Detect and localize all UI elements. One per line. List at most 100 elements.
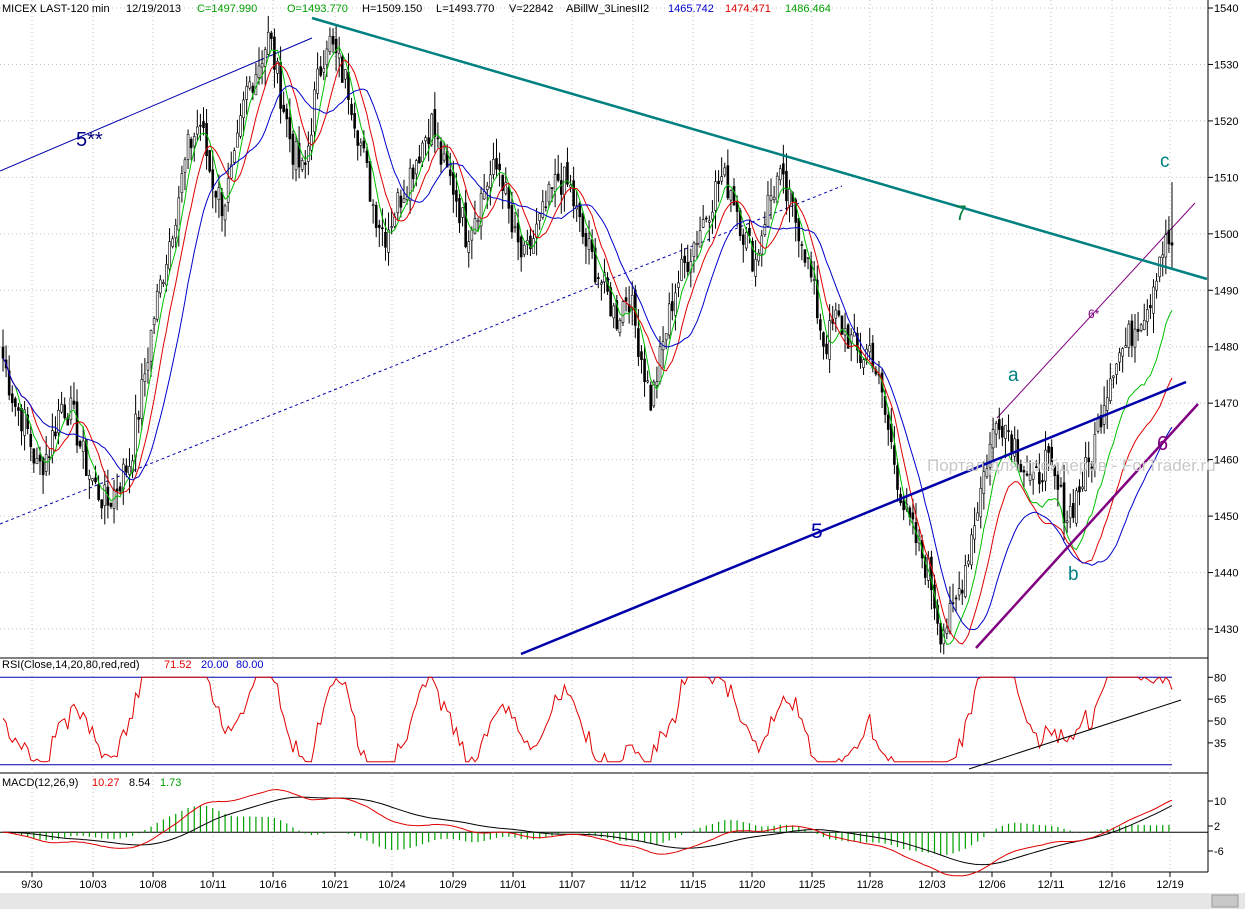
candle [559,162,563,214]
candle [118,482,122,495]
candle [168,228,171,273]
macd-histogram-bar [1094,831,1096,833]
candle-body-up [177,197,181,231]
candle-body-up [1068,506,1072,519]
candle-body-up [149,330,153,362]
candle-body-up [982,471,986,494]
candle-body-down [211,169,215,190]
macd-histogram-bar [495,832,498,838]
candle-body-up [196,126,199,135]
candle-body-down [362,140,366,149]
candle [556,154,560,183]
candle [991,417,995,461]
macd-histogram-bar [403,832,405,850]
candle-body-down [208,150,211,172]
candle [976,502,979,521]
macd-histogram-bar [619,832,621,841]
candle [1001,417,1004,447]
candle-body-down [624,297,628,302]
candle-body-up [387,229,390,253]
macd-histogram-bar [1069,830,1071,833]
date-tick-label: 12/16 [1098,879,1126,891]
date-tick-label: 12/11 [1038,879,1065,891]
candle-body-down [495,158,498,170]
candle [297,126,301,179]
rsi-header: RSI(Close,14,20,80,red,red) 71.52 20.00 … [2,659,264,671]
candle-body-down [671,301,674,312]
macd-histogram-bar [113,832,115,839]
candle-body-down [634,289,637,326]
macd-histogram-bar [785,824,788,833]
bottom-scrollbar[interactable] [0,893,1245,909]
candle-body-up [134,413,137,458]
candle [368,158,372,202]
macd-histogram-bar [859,832,862,843]
candle-body-up [522,244,526,255]
candle [489,160,492,206]
candle-body-down [785,171,788,202]
date-tick-label: 12/06 [978,879,1006,891]
candle [501,174,504,210]
candle [273,28,276,88]
candle [785,153,788,215]
candle-body-up [1127,323,1131,348]
candle [109,502,113,510]
macd-histogram-bar [1051,825,1053,833]
macd-histogram-bar [156,822,158,833]
rsi-panel: 80 65 50 35 [0,672,1226,770]
candle-body-up [945,627,949,634]
candle-body-down [782,163,785,175]
candle [714,170,717,229]
macd-histogram-bar [514,832,516,838]
candle-body-up [266,31,270,55]
candle-body-down [436,137,440,140]
candle-body-down [273,36,276,70]
candle [967,554,970,568]
candle-body-up [461,207,464,218]
candle-body-up [307,145,310,162]
scrollbar-thumb[interactable] [1211,894,1239,908]
candle-body-up [667,303,671,336]
trendline-6s [996,202,1196,419]
macd-histogram-bar [1137,824,1139,833]
candle-body-up [1112,375,1115,378]
candle [547,181,551,208]
macd-histogram-bar [267,816,269,833]
candle-body-down [365,150,369,163]
macd-histogram-bar [767,826,769,833]
candle [1139,323,1143,333]
candle-body-down [593,247,597,283]
candle-body-up [970,534,973,566]
date-tick-label: 11/01 [500,879,527,891]
candle-body-up [88,475,91,480]
candle [433,92,437,153]
candle-body-down [896,465,899,490]
candle [356,129,360,161]
macd-histogram-bar [107,832,109,839]
macd-histogram-bar [927,832,929,853]
macd-histogram-bar [1075,831,1077,833]
date-tick-label: 11/12 [620,879,647,891]
candle [331,28,335,54]
candle-body-up [424,137,427,142]
candle-body-down [1050,446,1054,466]
candle-body-up [174,224,178,239]
macd-histogram-bar [224,814,226,833]
candle-body-up [470,229,474,241]
candle [615,294,619,331]
candle [1065,510,1069,534]
candle [1025,455,1029,477]
candle-body-down [137,417,141,420]
macd-histogram-bar [205,805,208,833]
macd-histogram-bar [557,832,559,835]
candle-body-down [356,130,360,146]
main-panel [0,0,1208,658]
macd-histogram-bar [249,816,251,833]
candle-body-up [1004,424,1007,439]
macd-histogram-bar [310,832,313,836]
header-ind-green: 1486.464 [785,3,831,15]
candle-body-up [979,488,983,518]
candle-body-up [729,190,733,201]
candle [754,240,757,287]
